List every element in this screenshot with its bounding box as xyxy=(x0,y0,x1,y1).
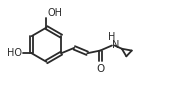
Text: OH: OH xyxy=(47,8,62,18)
Text: H: H xyxy=(108,32,115,42)
Text: HO: HO xyxy=(7,48,22,58)
Text: N: N xyxy=(112,40,119,50)
Text: O: O xyxy=(96,64,104,74)
